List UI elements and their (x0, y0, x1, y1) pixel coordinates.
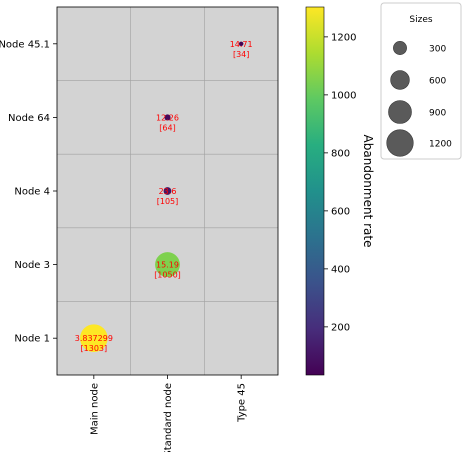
data-point-value-label: 23.6 (159, 187, 177, 196)
colorbar-tick-label: 800 (331, 148, 350, 159)
data-point-count-label: [1050] (154, 271, 181, 280)
data-point-value-label: 15.19 (156, 261, 179, 270)
colorbar-tick-label: 400 (331, 264, 350, 275)
size-legend-marker (390, 70, 410, 90)
colorbar-tick-label: 1000 (331, 90, 356, 101)
colorbar-label: Abandonment rate (361, 135, 375, 248)
y-tick-label: Node 4 (14, 187, 50, 198)
y-axis-ticks: Node 1 Node 3 Node 4 Node 64 Node 45.1 (0, 39, 57, 345)
y-tick-label: Node 64 (8, 113, 50, 124)
colorbar-gradient (305, 6, 325, 376)
data-point-value-label: 12.26 (156, 113, 179, 122)
colorbar-tick-label: 600 (331, 206, 350, 217)
data-point-value-label: 3.837299 (75, 334, 113, 343)
y-tick-label: Node 45.1 (0, 39, 50, 50)
y-tick-label: Node 3 (14, 260, 50, 271)
data-point-count-label: [1303] (81, 344, 108, 353)
size-legend-title: Sizes (409, 15, 432, 25)
data-point-value-label: 14.71 (230, 40, 253, 49)
data-point-bubble (155, 252, 180, 278)
colorbar-tick-label: 1200 (331, 32, 356, 43)
size-legend-marker (386, 129, 414, 157)
data-points: 3.837299[1303]15.19[1050]23.6[105]12.26[… (75, 40, 253, 353)
size-legend-label: 600 (429, 77, 446, 87)
x-tick-label: Main node (89, 383, 100, 435)
grid-lines (57, 7, 278, 375)
size-legend-marker (388, 100, 412, 124)
size-legend-marker (393, 41, 407, 55)
data-point-bubble (163, 187, 172, 195)
x-tick-label: Type 45 (237, 383, 248, 423)
data-point-count-label: [105] (157, 197, 179, 206)
size-legend-label: 1200 (429, 140, 452, 150)
data-point-bubble (79, 324, 108, 353)
size-legend-label: 300 (429, 45, 446, 55)
size-legend-label: 900 (429, 109, 446, 119)
y-tick-label: Node 1 (14, 334, 50, 345)
data-point-bubble (238, 41, 244, 47)
data-point-count-label: [64] (159, 123, 175, 132)
size-legend-items: 300 600 900 1200 (386, 41, 452, 157)
colorbar-ticks: 200 400 600 800 1000 1200 (324, 32, 356, 333)
data-point-count-label: [34] (233, 50, 249, 59)
x-axis-ticks: Main node Standard node Type 45 (89, 375, 248, 452)
colorbar-tick-label: 200 (331, 322, 350, 333)
data-point-bubble (164, 114, 171, 121)
x-tick-label: Standard node (163, 383, 174, 452)
